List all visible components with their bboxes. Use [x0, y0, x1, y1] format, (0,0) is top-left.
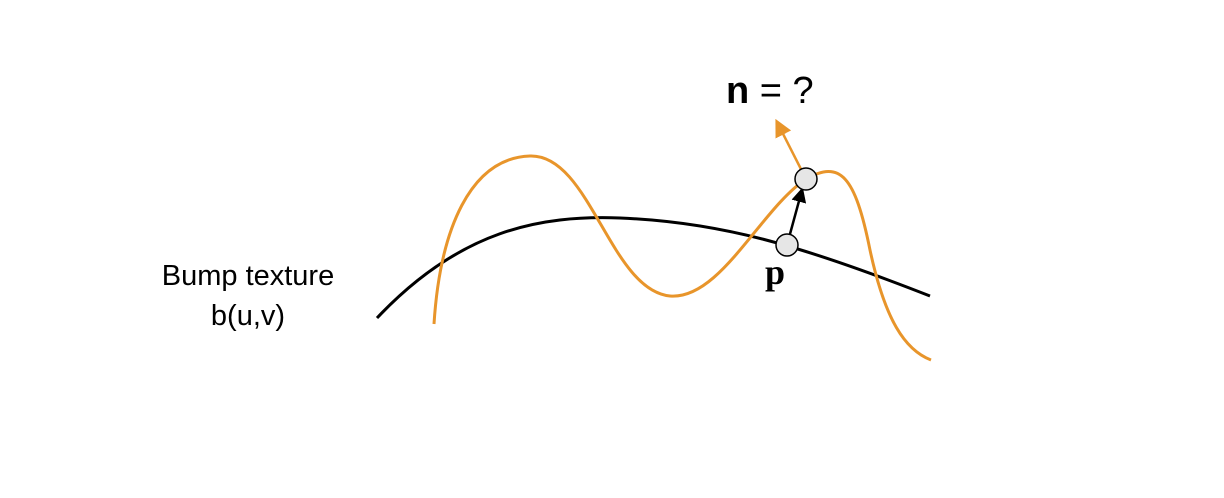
bumped-surface-curve	[432, 154, 932, 362]
displaced-point	[794, 167, 818, 191]
normal-question-label: n = ?	[726, 68, 814, 114]
caption-line-1: Bump texture	[161, 260, 335, 292]
caption-line-2: b(u,v)	[210, 300, 286, 332]
normal-equals-question: = ?	[749, 70, 814, 112]
bump-texture-caption: Bump texture b(u,v)	[118, 256, 378, 336]
base-surface-curve	[375, 216, 931, 320]
surface-point-p	[775, 233, 799, 257]
point-p-label: p	[765, 252, 786, 292]
normal-symbol: n	[726, 70, 750, 112]
